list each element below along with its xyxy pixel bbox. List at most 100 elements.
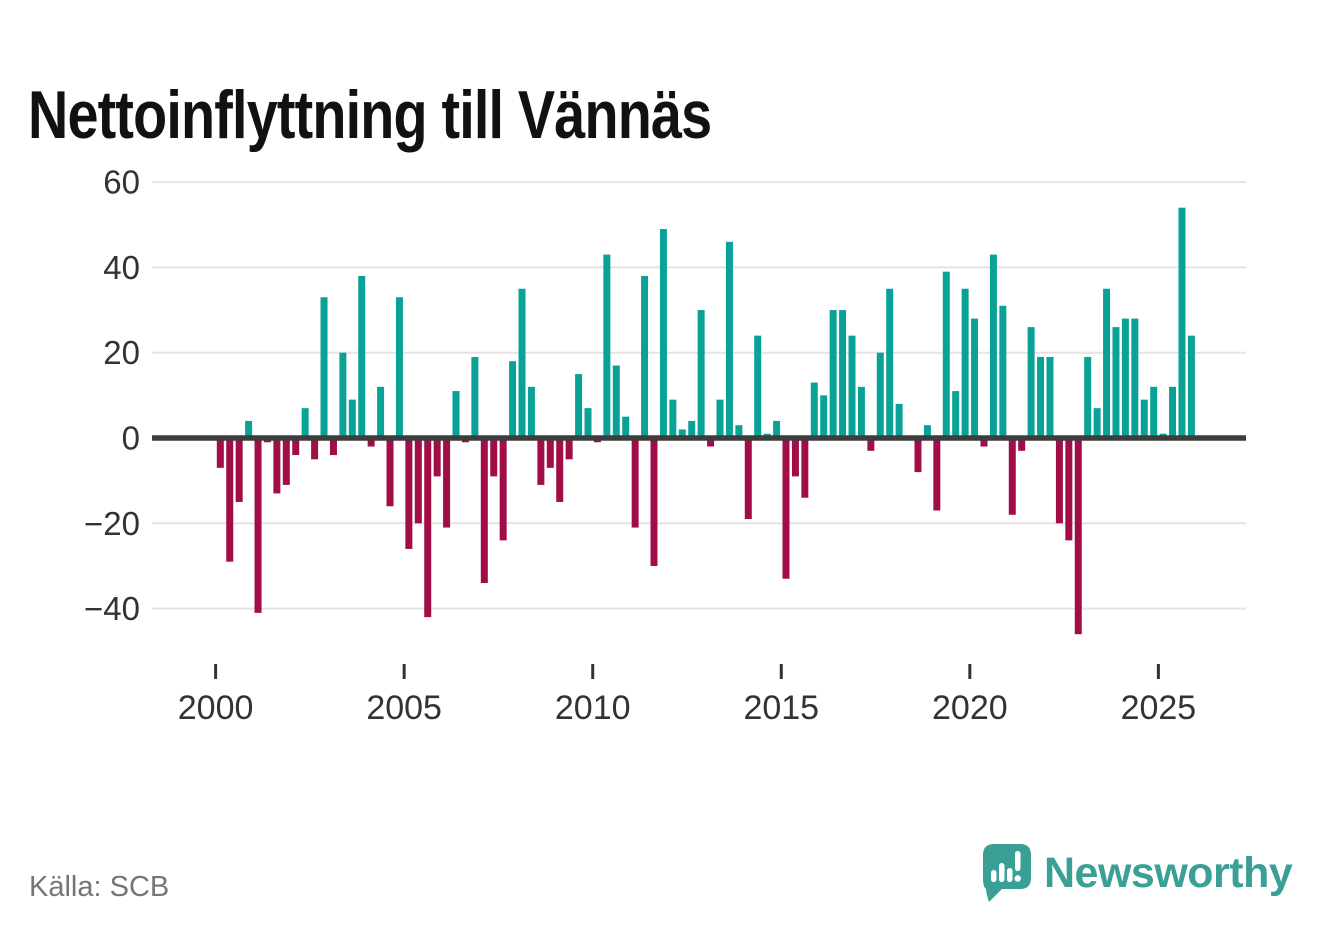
bar-2009-Q2 — [565, 438, 573, 460]
bar-2017-Q1 — [857, 386, 865, 438]
bar-2012-Q2 — [678, 429, 686, 438]
bar-2016-Q4 — [848, 335, 856, 438]
bar-2009-Q1 — [556, 438, 564, 502]
bar-2025-Q2 — [1169, 386, 1177, 438]
bar-2010-Q4 — [622, 416, 630, 438]
bar-2001-Q3 — [273, 438, 281, 494]
bar-2005-Q1 — [405, 438, 413, 549]
bar-2021-Q4 — [1037, 356, 1045, 438]
exclamation-bar — [1015, 851, 1021, 871]
bar-2020-Q4 — [999, 305, 1007, 438]
bar-2012-Q3 — [688, 420, 696, 438]
source-caption: Källa: SCB — [29, 871, 170, 903]
bar-2022-Q1 — [1046, 356, 1054, 438]
bar-2020-Q3 — [989, 254, 997, 438]
bar-2002-Q2 — [301, 408, 309, 438]
bar-2006-Q4 — [471, 356, 479, 438]
newsworthy-wordmark: Newsworthy — [1044, 848, 1293, 897]
x-axis-tick-label: 2010 — [555, 689, 631, 727]
bar-2023-Q3 — [1103, 288, 1111, 438]
bar-2013-Q3 — [725, 241, 733, 438]
x-axis-tick-label: 2015 — [743, 689, 819, 727]
bar-2019-Q3 — [952, 391, 960, 438]
bar-2000-Q2 — [226, 438, 234, 562]
bar-2022-Q4 — [1074, 438, 1082, 635]
bar-2019-Q1 — [933, 438, 941, 511]
bar-2021-Q2 — [1018, 438, 1026, 451]
bar-2019-Q4 — [961, 288, 969, 438]
bar-2003-Q3 — [348, 399, 356, 438]
bar-2019-Q2 — [942, 271, 950, 438]
bar-2011-Q1 — [631, 438, 639, 528]
bar-2015-Q1 — [782, 438, 790, 579]
bar-2005-Q4 — [433, 438, 441, 477]
bar-2015-Q4 — [810, 382, 818, 438]
bar-2014-Q1 — [744, 438, 752, 520]
bar-2007-Q1 — [480, 438, 488, 584]
bar-2025-Q4 — [1187, 335, 1195, 438]
bar-2002-Q4 — [320, 297, 328, 438]
bar-2021-Q3 — [1027, 327, 1035, 438]
bar-2007-Q2 — [490, 438, 498, 477]
bar-2024-Q1 — [1121, 318, 1129, 438]
exclamation-dot — [1014, 875, 1021, 882]
bar-2011-Q3 — [650, 438, 658, 566]
bar-2017-Q3 — [876, 352, 884, 438]
bar-2001-Q4 — [282, 438, 290, 485]
bar-2025-Q3 — [1178, 207, 1186, 438]
bar-2015-Q3 — [801, 438, 809, 498]
bar-2006-Q1 — [443, 438, 451, 528]
y-axis-tick-label: −20 — [84, 505, 140, 542]
bar-glyph-1 — [991, 870, 997, 882]
y-axis-tick-label: 0 — [122, 420, 140, 457]
bar-2010-Q3 — [612, 365, 620, 438]
y-axis-tick-label: 20 — [103, 334, 140, 371]
bar-2020-Q2 — [980, 438, 988, 447]
bar-2015-Q2 — [791, 438, 799, 477]
bar-2004-Q3 — [386, 438, 394, 507]
bar-2004-Q2 — [377, 386, 385, 438]
bar-2014-Q4 — [773, 420, 781, 438]
y-axis-tick-label: 60 — [103, 164, 140, 201]
bar-2024-Q2 — [1131, 318, 1139, 438]
chart-title: Nettoinflyttning till Vännäs — [28, 76, 712, 153]
y-axis-tick-label: −40 — [84, 590, 140, 627]
bar-glyph-2 — [999, 863, 1005, 882]
bar-2008-Q3 — [537, 438, 545, 485]
bar-2012-Q1 — [669, 399, 677, 438]
x-axis-tick-label: 2025 — [1121, 689, 1197, 727]
bar-2003-Q4 — [358, 275, 366, 438]
bar-2016-Q3 — [839, 310, 847, 438]
bar-2004-Q4 — [395, 297, 403, 438]
bar-2023-Q2 — [1093, 408, 1101, 438]
bar-glyph-3 — [1007, 868, 1013, 882]
x-axis-tick-label: 2000 — [178, 689, 254, 727]
bar-2017-Q2 — [867, 438, 875, 451]
bar-2013-Q1 — [707, 438, 715, 447]
bar-2010-Q2 — [603, 254, 611, 438]
bar-2022-Q2 — [1055, 438, 1063, 524]
bar-2018-Q1 — [895, 403, 903, 438]
bar-2008-Q2 — [527, 386, 535, 438]
x-axis-tick-label: 2020 — [932, 689, 1008, 727]
bar-2007-Q3 — [499, 438, 507, 541]
bar-2009-Q3 — [575, 374, 583, 438]
bar-2006-Q2 — [452, 391, 460, 438]
bar-2005-Q2 — [414, 438, 422, 524]
x-axis-tick-label: 2005 — [366, 689, 442, 727]
bar-2005-Q3 — [424, 438, 432, 618]
bar-2011-Q4 — [659, 229, 667, 438]
bar-2024-Q3 — [1140, 399, 1148, 438]
bar-2023-Q4 — [1112, 327, 1120, 438]
bar-2003-Q2 — [339, 352, 347, 438]
bar-2016-Q2 — [829, 310, 837, 438]
y-axis-tick-label: 40 — [103, 249, 140, 286]
bar-2016-Q1 — [820, 395, 828, 438]
bar-2018-Q3 — [914, 438, 922, 473]
bar-2023-Q1 — [1084, 356, 1092, 438]
bar-2020-Q1 — [971, 318, 979, 438]
bar-2000-Q4 — [245, 420, 253, 438]
newsworthy-speech-bubble-barchart-icon — [983, 844, 1031, 902]
